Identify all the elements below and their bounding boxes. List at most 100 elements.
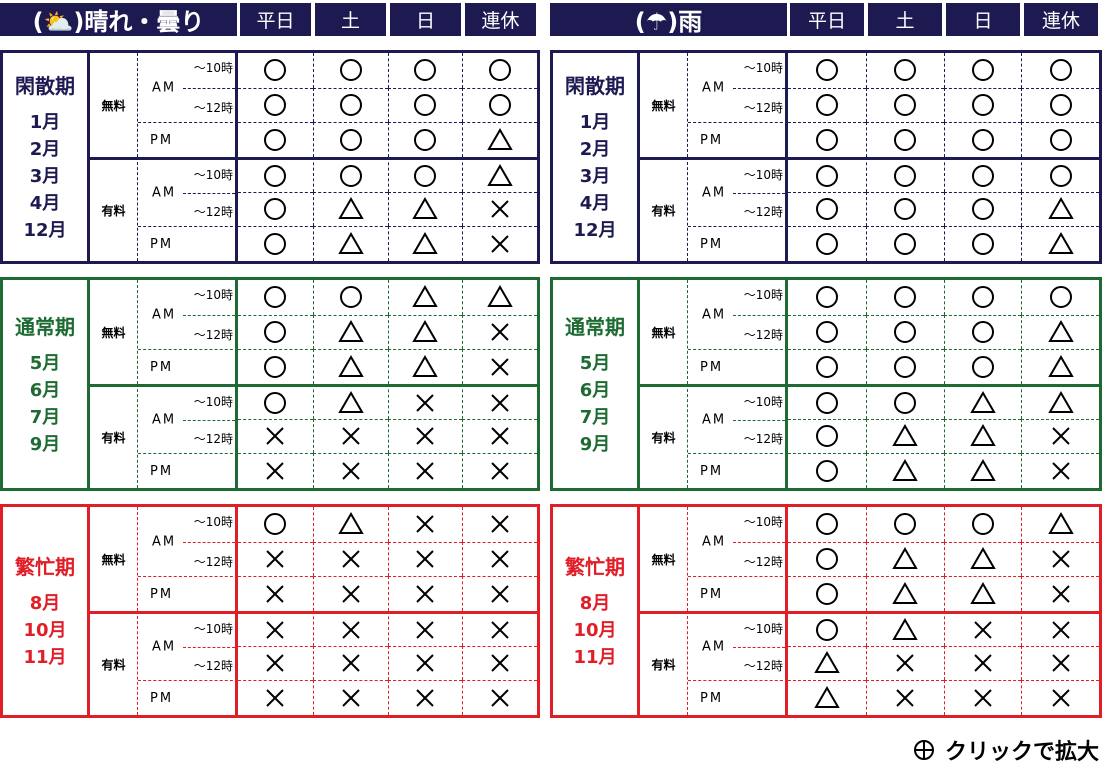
season-label: 通常期 5月 6月 7月 9月 [3, 280, 90, 488]
am-slot: AM ～10時 ～12時 [688, 507, 788, 577]
season-month: 9月 [579, 433, 611, 455]
availability-cell [943, 384, 1022, 419]
circle-symbol [815, 321, 838, 344]
availability-cell [1021, 680, 1099, 715]
availability-cell [788, 122, 866, 157]
triangle-symbol [1047, 390, 1074, 413]
circle-symbol [815, 164, 838, 187]
cross-symbol [491, 621, 509, 639]
triangle-symbol [412, 197, 439, 220]
triangle-symbol [1047, 197, 1074, 220]
time-12-label: ～12時 [743, 101, 783, 116]
time-10-label: ～10時 [743, 622, 783, 636]
circle-symbol [815, 59, 838, 82]
availability-cell [1021, 191, 1099, 227]
enlarge-link[interactable]: クリックで拡大 [913, 734, 1099, 766]
circle-symbol [971, 321, 994, 344]
time-10-label: ～10時 [743, 61, 783, 75]
column-header: 連休 [1024, 3, 1098, 36]
circle-symbol [815, 583, 838, 606]
pm-slot: PM [688, 453, 788, 488]
availability-cell [238, 87, 313, 123]
pm-slot: PM [138, 122, 238, 157]
availability-cell [462, 541, 537, 577]
availability-cell [387, 645, 463, 681]
circle-symbol [894, 129, 917, 152]
am-label: AM [152, 80, 177, 96]
availability-cell [788, 280, 866, 315]
cross-symbol [1051, 585, 1070, 603]
season-month: 4月 [29, 193, 61, 214]
circle-symbol [815, 94, 838, 117]
availability-cell [865, 645, 944, 681]
availability-cell [943, 157, 1022, 192]
triangle-symbol [412, 232, 439, 255]
circle-symbol [815, 425, 838, 448]
availability-cell [238, 280, 313, 315]
circle-symbol [339, 94, 362, 117]
am-slot: AM ～10時 ～12時 [688, 280, 788, 350]
availability-cell [238, 645, 313, 681]
circle-symbol [815, 198, 838, 221]
cross-symbol [491, 427, 509, 446]
availability-cell [312, 507, 388, 542]
cross-symbol [266, 585, 285, 603]
availability-cell [865, 507, 944, 542]
am-slot: AM ～10時 ～12時 [138, 611, 238, 681]
am-slot: AM ～10時 ～12時 [138, 280, 238, 350]
availability-cell [387, 314, 463, 350]
season-month: 6月 [579, 379, 611, 401]
fee-label: 無料 [90, 507, 138, 611]
availability-cell [943, 314, 1022, 350]
triangle-symbol [337, 355, 364, 378]
availability-cell [943, 191, 1022, 227]
circle-symbol [264, 356, 287, 379]
am-label: AM [702, 534, 727, 550]
availability-cell [312, 191, 388, 227]
availability-cell [312, 53, 388, 88]
triangle-symbol [892, 424, 918, 447]
circle-symbol [264, 198, 287, 221]
triangle-symbol [487, 128, 513, 151]
availability-cell [387, 384, 463, 419]
availability-cell [788, 191, 866, 227]
availability-cell [238, 384, 313, 419]
circle-symbol [971, 94, 994, 117]
pm-slot: PM [688, 576, 788, 611]
time-12-label: ～12時 [743, 432, 783, 447]
cross-symbol [974, 621, 992, 639]
availability-cell [462, 122, 537, 157]
cross-symbol [341, 654, 360, 673]
season-month: 4月 [579, 193, 611, 214]
triangle-symbol [892, 547, 918, 570]
availability-cell [943, 453, 1022, 488]
circle-symbol [264, 164, 287, 187]
cross-symbol [491, 200, 509, 219]
availability-cell [865, 576, 944, 611]
cross-symbol [1051, 621, 1070, 639]
season-name: 閑散期 [565, 74, 625, 98]
availability-cell [865, 680, 944, 715]
circle-symbol [971, 233, 994, 256]
availability-cell [943, 507, 1022, 542]
availability-cell [943, 280, 1022, 315]
triangle-symbol [412, 355, 439, 378]
cross-symbol [266, 654, 285, 673]
cross-symbol [341, 621, 360, 639]
availability-cell [238, 418, 313, 454]
availability-cell [312, 226, 388, 261]
am-label: AM [152, 412, 177, 428]
cross-symbol [416, 427, 435, 446]
cross-symbol [266, 621, 285, 639]
season-month: 11月 [573, 647, 617, 668]
am-slot: AM ～10時 ～12時 [138, 507, 238, 577]
triangle-symbol [337, 320, 364, 343]
am-slot: AM ～10時 ～12時 [688, 384, 788, 454]
am-slot: AM ～10時 ～12時 [688, 53, 788, 123]
time-10-label: ～10時 [193, 622, 233, 636]
availability-cell [943, 645, 1022, 681]
cross-symbol [416, 394, 435, 412]
time-12-label: ～12時 [743, 205, 783, 220]
availability-cell [462, 507, 537, 542]
season-name: 繁忙期 [565, 555, 625, 579]
